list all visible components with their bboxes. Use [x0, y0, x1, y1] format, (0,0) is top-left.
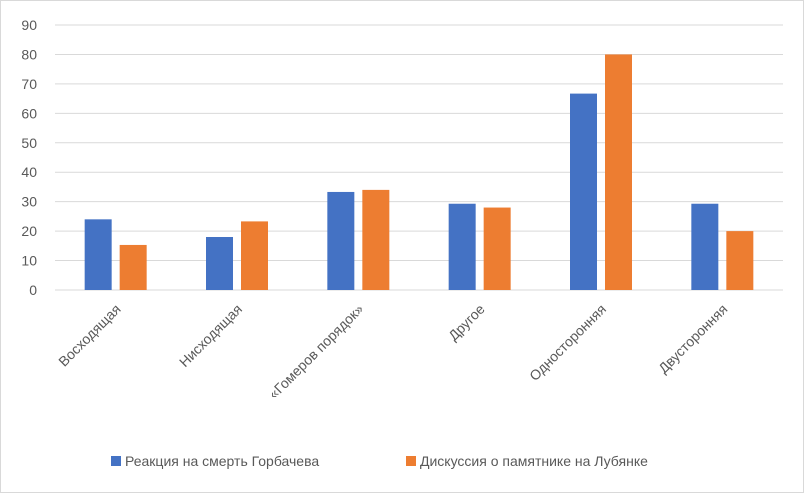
y-tick-label: 0: [29, 282, 37, 298]
y-tick-label: 50: [21, 135, 37, 151]
bar-lubyanka: [605, 54, 632, 290]
bar-gorbachev: [206, 237, 233, 290]
y-axis-ticks: 0 10 20 30 40 50 60 70 80 90: [21, 17, 37, 298]
bar-lubyanka: [241, 221, 268, 290]
x-category-label: Нисходящая: [176, 301, 245, 370]
y-tick-label: 30: [21, 194, 37, 210]
bar-lubyanka: [483, 207, 511, 290]
bar-lubyanka: [362, 189, 390, 290]
legend: Реакция на смерть Горбачева Дискуссия о п…: [111, 453, 648, 469]
bar-gorbachev: [448, 203, 476, 290]
x-category-label: «Гомеров порядок»: [265, 301, 366, 402]
x-category-label: Другое: [445, 301, 488, 344]
x-axis: Восходящая Нисходящая «Гомеров порядок» Дру…: [55, 301, 730, 402]
y-tick-label: 40: [21, 164, 37, 180]
bar-gorbachev: [84, 219, 112, 290]
bar-lubyanka: [119, 244, 147, 290]
bar-gorbachev: [691, 203, 719, 290]
y-tick-label: 80: [21, 46, 37, 62]
bar-gorbachev: [570, 93, 597, 290]
gridlines: [55, 24, 783, 291]
y-tick-label: 70: [21, 76, 37, 92]
bars: [84, 54, 754, 290]
legend-label: Реакция на смерть Горбачева: [125, 453, 319, 469]
legend-swatch: [111, 456, 121, 466]
x-category-label: Двусторонняя: [655, 301, 730, 376]
legend-swatch: [406, 456, 416, 466]
bar-gorbachev: [327, 191, 355, 290]
y-tick-label: 60: [21, 105, 37, 121]
legend-label: Дискуссия о памятнике на Лубянке: [420, 453, 648, 469]
x-category-label: Односторонняя: [526, 301, 609, 384]
x-category-label: Восходящая: [55, 301, 124, 370]
y-tick-label: 90: [21, 17, 37, 33]
y-tick-label: 20: [21, 223, 37, 239]
bar-lubyanka: [726, 231, 754, 290]
y-tick-label: 10: [21, 253, 37, 269]
